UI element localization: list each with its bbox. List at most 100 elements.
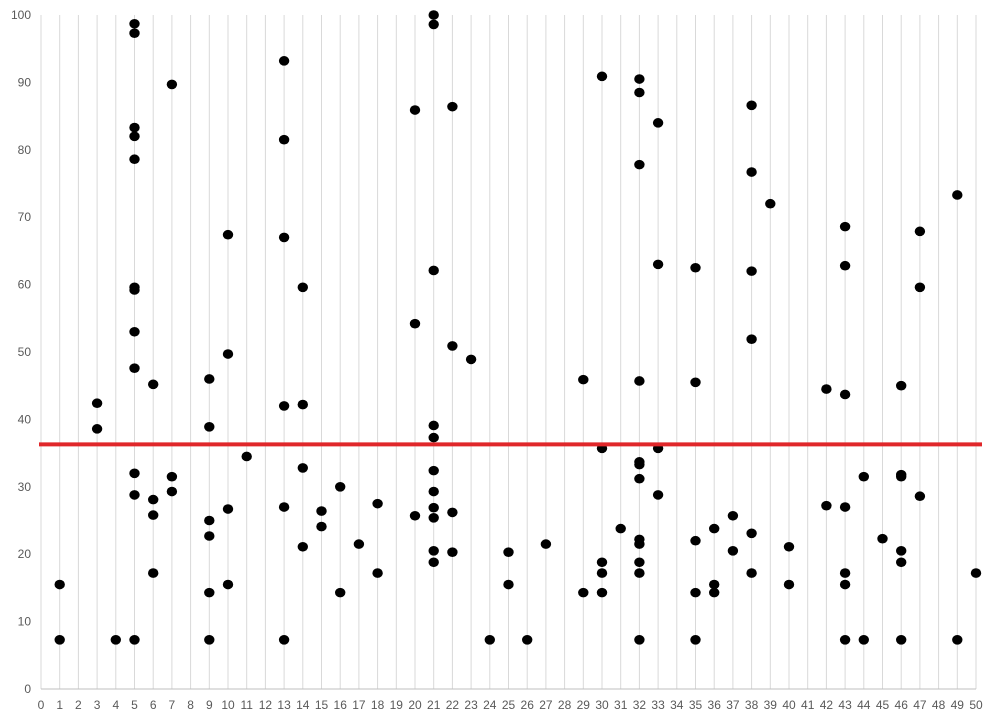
data-point (727, 546, 739, 556)
data-point (222, 579, 234, 590)
data-point (222, 229, 234, 240)
data-point (447, 547, 458, 557)
x-tick-label: 40 (782, 698, 796, 712)
data-point (839, 502, 851, 512)
x-tick-label: 21 (427, 698, 441, 712)
data-point (540, 539, 552, 549)
data-point (129, 468, 140, 479)
data-point (596, 587, 608, 598)
data-points (54, 10, 982, 645)
x-tick-label: 13 (277, 698, 291, 712)
data-point (129, 326, 140, 337)
data-point (839, 260, 851, 271)
data-point (278, 401, 290, 411)
data-point (428, 10, 439, 20)
data-point (54, 579, 65, 590)
data-point (727, 510, 739, 521)
data-point (746, 266, 757, 276)
x-tick-label: 0 (38, 698, 45, 712)
data-point (765, 198, 776, 209)
data-point (503, 579, 514, 590)
x-tick-label: 27 (539, 698, 553, 712)
x-tick-label: 47 (913, 698, 927, 712)
data-point (428, 502, 439, 513)
data-point (129, 28, 140, 38)
data-point (428, 19, 439, 30)
data-point (578, 587, 589, 598)
data-point (634, 557, 645, 568)
data-point (858, 471, 869, 482)
data-point (877, 533, 888, 544)
data-point (914, 226, 926, 237)
data-point (447, 507, 458, 518)
data-point (821, 500, 832, 511)
x-tick-label: 15 (315, 698, 329, 712)
x-tick-label: 8 (187, 698, 194, 712)
data-point (91, 424, 103, 434)
y-tick-label: 70 (18, 210, 32, 224)
x-tick-label: 48 (932, 698, 946, 712)
x-tick-label: 44 (857, 698, 871, 712)
data-point (204, 374, 215, 384)
data-point (914, 282, 926, 293)
data-point (858, 634, 869, 645)
data-point (335, 482, 346, 492)
data-point (428, 420, 439, 431)
data-point (148, 568, 159, 578)
y-tick-label: 30 (18, 480, 32, 494)
x-tick-label: 17 (352, 698, 366, 712)
x-tick-label: 14 (296, 698, 310, 712)
data-point (297, 282, 308, 293)
y-tick-label: 100 (11, 8, 31, 22)
data-point (409, 510, 421, 521)
data-point (166, 486, 178, 497)
data-point (409, 318, 421, 329)
data-point (652, 118, 664, 128)
data-point (222, 349, 234, 359)
data-point (690, 634, 701, 645)
x-tick-label: 35 (689, 698, 703, 712)
y-tick-label: 20 (18, 547, 32, 561)
data-point (952, 190, 963, 200)
data-point (839, 568, 851, 578)
data-point (297, 399, 308, 410)
y-tick-label: 50 (18, 345, 32, 359)
data-point (746, 100, 757, 111)
y-tick-label: 80 (18, 143, 32, 157)
data-point (690, 587, 701, 598)
data-point (652, 259, 664, 270)
x-tick-label: 7 (169, 698, 176, 712)
data-point (428, 432, 439, 443)
x-tick-label: 6 (150, 698, 157, 712)
data-point (839, 221, 851, 232)
data-point (129, 285, 140, 295)
data-point (428, 557, 439, 568)
y-tick-label: 10 (18, 615, 32, 629)
data-point (148, 510, 159, 520)
data-point (896, 471, 907, 482)
data-point (634, 74, 645, 84)
data-point (428, 546, 439, 556)
data-point (896, 557, 907, 568)
data-point (596, 557, 608, 568)
data-point (896, 546, 907, 556)
data-point (690, 535, 701, 546)
data-point (129, 18, 140, 29)
data-point (428, 486, 439, 497)
data-point (166, 79, 178, 90)
data-point (746, 167, 757, 177)
x-tick-label: 24 (483, 698, 497, 712)
x-tick-label: 22 (446, 698, 460, 712)
data-point (596, 71, 608, 82)
data-point (241, 451, 252, 462)
x-tick-label: 50 (969, 698, 983, 712)
x-tick-label: 2 (75, 698, 82, 712)
data-point (783, 541, 795, 552)
x-tick-label: 10 (221, 698, 235, 712)
data-point (690, 377, 701, 388)
data-point (821, 384, 832, 394)
x-tick-label: 41 (801, 698, 815, 712)
data-point (746, 334, 757, 344)
data-point (503, 547, 514, 557)
x-tick-label: 19 (390, 698, 404, 712)
